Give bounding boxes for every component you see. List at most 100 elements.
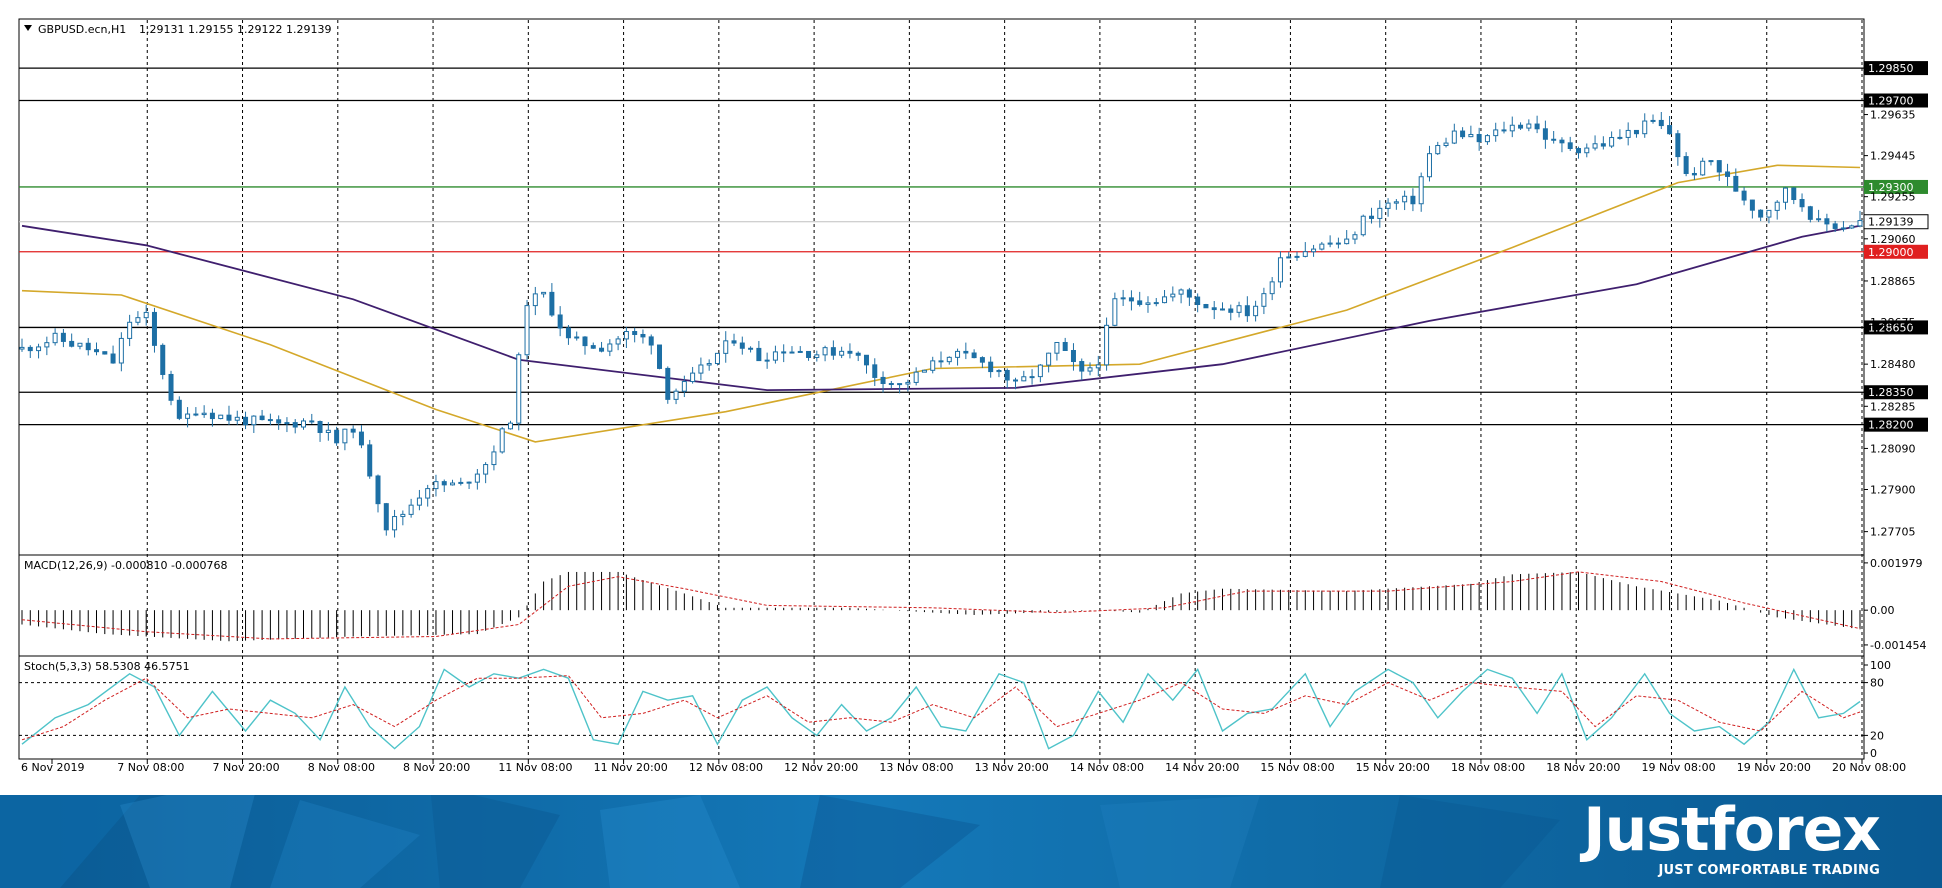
candle-bullish [44, 342, 50, 348]
candle-bearish [1758, 209, 1764, 218]
candle-bearish [1244, 305, 1250, 317]
candle-bearish [1369, 215, 1375, 219]
candle-bearish [151, 311, 157, 346]
candle-bullish [1766, 209, 1772, 218]
candle-bullish [1327, 242, 1333, 245]
candle-bearish [1070, 349, 1076, 363]
stoch-signal-line [21, 675, 1861, 741]
candle-bullish [1120, 297, 1126, 300]
candle-bullish [797, 350, 803, 353]
candle-bullish [1277, 257, 1283, 283]
level-price-tag [1864, 244, 1928, 259]
candle-bullish [1849, 225, 1855, 229]
chart-canvas: 1.29850 1.29700 1.29300 1.29000 1.28650 1.283… [18, 18, 1929, 774]
candle-bullish [1451, 130, 1457, 144]
collapse-triangle-icon[interactable] [24, 25, 32, 31]
candle-bullish [516, 354, 522, 424]
time-axis-label: 13 Nov 08:00 [879, 761, 953, 774]
candle-bearish [383, 503, 389, 531]
level-price-tag [1864, 61, 1928, 76]
candle-bullish [1104, 324, 1110, 366]
candle-bullish [284, 422, 290, 425]
candle-bullish [1509, 124, 1515, 132]
time-axis-label: 8 Nov 20:00 [403, 761, 470, 774]
stochastic-indicator [19, 667, 1864, 750]
grid-lines [146, 20, 1863, 758]
candle-bearish [739, 342, 745, 349]
time-axis-label: 15 Nov 20:00 [1356, 761, 1430, 774]
candle-bullish [921, 369, 927, 373]
candle-bullish [1344, 238, 1350, 245]
candle-bearish [1725, 171, 1731, 177]
candle-bearish [1791, 187, 1797, 201]
price-panel-frame [18, 18, 1865, 556]
candle-bearish [358, 431, 364, 446]
candle-bullish [1037, 364, 1043, 378]
horizontal-levels: 1.29850 1.29700 1.29300 1.29000 1.28650 1.283… [19, 61, 1929, 432]
candle-bullish [1302, 251, 1308, 257]
candle-bearish [1195, 296, 1201, 306]
candle-bearish [276, 419, 282, 424]
level-price-label: 1.28350 [1868, 386, 1914, 399]
candle-bearish [963, 350, 969, 354]
candle-bullish [723, 340, 729, 354]
candle-bearish [971, 352, 977, 359]
candle-bullish [607, 343, 613, 352]
candle-bullish [185, 413, 191, 419]
candle-bullish [425, 488, 431, 499]
candle-bearish [557, 314, 563, 329]
candle-bearish [110, 353, 116, 364]
candle-bearish [160, 344, 166, 375]
macd-axis-label: -0.001454 [1870, 639, 1926, 652]
candlesticks [19, 112, 1863, 538]
candle-bearish [1741, 190, 1747, 201]
candle-bullish [822, 347, 828, 356]
time-axis-label: 12 Nov 20:00 [784, 761, 858, 774]
candle-bullish [392, 516, 398, 531]
candle-bullish [1319, 243, 1325, 250]
candle-bullish [507, 422, 513, 430]
candle-bullish [1286, 256, 1292, 259]
time-axis-label: 20 Nov 08:00 [1832, 761, 1906, 774]
candle-bullish [946, 356, 952, 363]
time-axis-label: 18 Nov 08:00 [1451, 761, 1525, 774]
banner-decoration [0, 795, 1560, 888]
candle-bullish [1112, 298, 1118, 326]
candle-bearish [193, 413, 199, 416]
candle-bearish [1683, 156, 1689, 174]
candle-bullish [491, 451, 497, 466]
candle-bullish [300, 420, 306, 428]
candle-bearish [648, 336, 654, 346]
candle-bearish [1410, 195, 1416, 205]
candle-bearish [1542, 128, 1548, 140]
candle-bullish [1311, 248, 1317, 253]
candle-bullish [1484, 135, 1490, 143]
stoch-axis-label: 80 [1870, 677, 1884, 690]
candle-bearish [582, 336, 588, 347]
candle-bearish [549, 291, 555, 316]
candle-bullish [1153, 302, 1159, 305]
price-axis-label: 1.28865 [1870, 275, 1916, 288]
candle-bullish [532, 293, 538, 307]
candle-bearish [1501, 129, 1507, 132]
candle-bullish [450, 482, 456, 486]
brand-logo: Justforex [1583, 795, 1881, 865]
price-axis-label: 1.28480 [1870, 358, 1916, 371]
stoch-main-line [21, 667, 1861, 750]
candle-bullish [201, 412, 207, 416]
candle-bearish [243, 416, 249, 426]
candle-bullish [483, 464, 489, 475]
candle-bullish [19, 346, 25, 350]
candle-bearish [1460, 130, 1466, 138]
candle-bullish [1592, 143, 1598, 149]
level-price-tag [1864, 417, 1928, 432]
time-axis-label: 11 Nov 20:00 [594, 761, 668, 774]
stoch-axis-label: 100 [1870, 659, 1891, 672]
candle-bearish [1658, 119, 1664, 127]
candle-bearish [1576, 148, 1582, 154]
candle-bearish [657, 344, 663, 369]
candle-bullish [1261, 293, 1267, 307]
candle-bullish [772, 351, 778, 361]
candle-bullish [251, 415, 257, 426]
candle-bearish [309, 420, 315, 423]
